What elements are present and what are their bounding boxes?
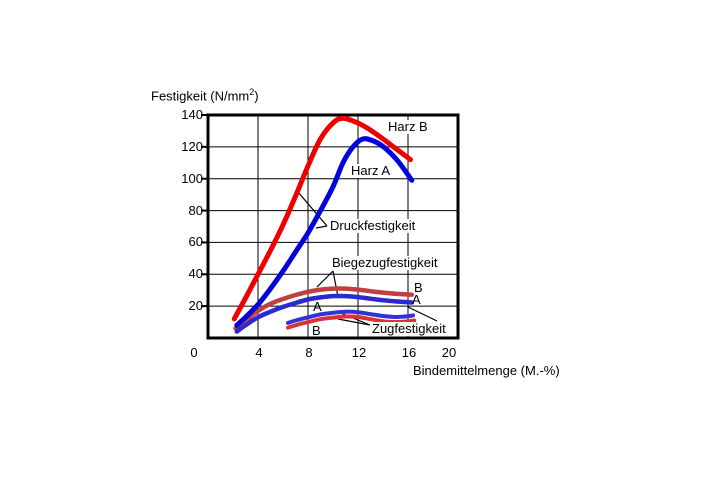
x-tick-label-20: 20 [441, 345, 457, 360]
y-tick-label-100: 100 [181, 171, 203, 186]
y-tick-label-120: 120 [181, 139, 203, 154]
curve-label-a-left: A [313, 299, 322, 314]
curve-biegezugfestigkeit-harz-a [234, 293, 415, 334]
x-tick-label-16: 16 [401, 345, 417, 360]
curve-druckfestigkeit-harz-a [234, 136, 415, 328]
harz-a-label: Harz A [349, 163, 393, 178]
x-axis-title: Bindemittelmenge (M.-%) [413, 363, 560, 378]
curve-label-b-left: B [312, 323, 321, 338]
curve-druckfestigkeit-harz-b [231, 115, 413, 322]
y-tick-label-140: 140 [181, 107, 203, 122]
y-tick-label-80: 80 [188, 203, 203, 218]
curve-label-a-right: A [412, 292, 421, 307]
x-tick-label-12: 12 [351, 345, 367, 360]
curve-zugfestigkeit-harz-a [286, 309, 415, 325]
curve-biegezugfestigkeit-harz-b [233, 286, 415, 331]
y-axis-title-text: Festigkeit (N/mm [151, 88, 250, 104]
curve-label-b-right: B [414, 280, 423, 295]
druckfestigkeit-label: Druckfestigkeit [328, 218, 418, 233]
harz-b-label: Harz B [386, 119, 430, 134]
y-tick-label-60: 60 [188, 234, 203, 249]
x-tick-label-8: 8 [305, 345, 313, 360]
zugfestigkeit-label: Zugfestigkeit [370, 321, 448, 336]
x-tick-label-0: 0 [190, 345, 198, 360]
y-axis-title: Festigkeit (N/mm2) [151, 85, 259, 103]
biegezugfestigkeit-label: Biegezugfestigkeit [330, 255, 440, 270]
y-axis-title-suffix: ) [254, 88, 259, 104]
y-tick-label-40: 40 [188, 266, 203, 281]
y-axis-title-superscript: 2 [249, 87, 255, 97]
y-tick-label-20: 20 [188, 298, 203, 313]
x-tick-label-4: 4 [255, 345, 263, 360]
